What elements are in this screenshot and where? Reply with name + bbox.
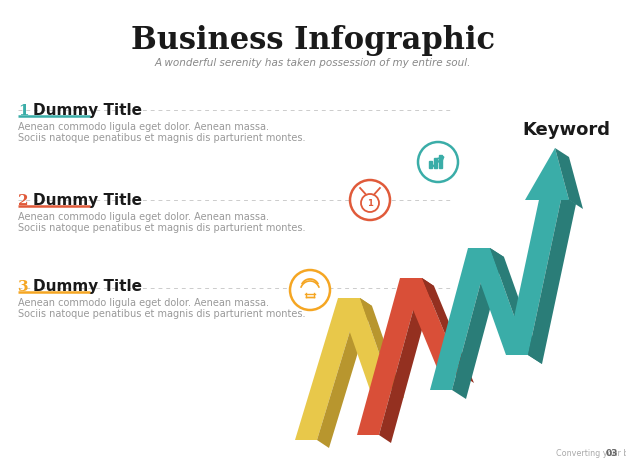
Circle shape xyxy=(418,142,458,182)
Text: 1: 1 xyxy=(367,199,373,209)
Polygon shape xyxy=(338,298,392,390)
Text: 1: 1 xyxy=(18,104,29,118)
Text: Converting your business from Good to Great.: Converting your business from Good to Gr… xyxy=(556,449,626,458)
Polygon shape xyxy=(295,298,360,440)
Polygon shape xyxy=(317,298,372,448)
Text: Dummy Title: Dummy Title xyxy=(33,103,142,118)
Polygon shape xyxy=(430,248,490,390)
Text: Business Infographic: Business Infographic xyxy=(131,24,495,55)
Text: 3: 3 xyxy=(18,280,29,294)
Polygon shape xyxy=(452,248,504,399)
Text: Aenean commodo ligula eget dolor. Aenean massa.: Aenean commodo ligula eget dolor. Aenean… xyxy=(18,122,269,132)
Text: Sociis natoque penatibus et magnis dis parturient montes.: Sociis natoque penatibus et magnis dis p… xyxy=(18,133,305,143)
Polygon shape xyxy=(525,148,569,200)
Polygon shape xyxy=(528,195,576,364)
Text: A wonderful serenity has taken possession of my entire soul.: A wonderful serenity has taken possessio… xyxy=(155,58,471,68)
Text: Aenean commodo ligula eget dolor. Aenean massa.: Aenean commodo ligula eget dolor. Aenean… xyxy=(18,212,269,222)
Polygon shape xyxy=(468,248,528,355)
Polygon shape xyxy=(357,278,422,435)
Bar xyxy=(438,155,441,168)
Text: Keyword: Keyword xyxy=(522,121,610,139)
Polygon shape xyxy=(506,195,562,355)
Circle shape xyxy=(350,180,390,220)
Circle shape xyxy=(290,270,330,310)
Polygon shape xyxy=(379,278,434,443)
Text: Dummy Title: Dummy Title xyxy=(33,193,142,208)
Bar xyxy=(433,158,436,168)
Polygon shape xyxy=(490,248,542,364)
Text: Sociis natoque penatibus et magnis dis parturient montes.: Sociis natoque penatibus et magnis dis p… xyxy=(18,309,305,319)
Text: Sociis natoque penatibus et magnis dis parturient montes.: Sociis natoque penatibus et magnis dis p… xyxy=(18,223,305,233)
Text: Dummy Title: Dummy Title xyxy=(33,279,142,294)
Polygon shape xyxy=(360,298,404,398)
Text: 03: 03 xyxy=(605,449,618,458)
Bar xyxy=(429,161,431,168)
Text: Aenean commodo ligula eget dolor. Aenean massa.: Aenean commodo ligula eget dolor. Aenean… xyxy=(18,298,269,308)
Polygon shape xyxy=(555,148,583,209)
Text: 2: 2 xyxy=(18,194,29,208)
Polygon shape xyxy=(422,278,474,383)
Polygon shape xyxy=(400,278,462,375)
